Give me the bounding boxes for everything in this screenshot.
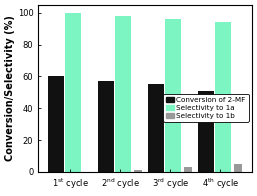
Bar xyxy=(198,91,214,172)
Bar xyxy=(183,167,192,172)
Y-axis label: Conversion/Selectivity (%): Conversion/Selectivity (%) xyxy=(5,15,15,161)
Bar xyxy=(98,81,114,172)
Legend: Conversion of 2-MF, Selectivity to 1a, Selectivity to 1b: Conversion of 2-MF, Selectivity to 1a, S… xyxy=(163,94,249,122)
Bar xyxy=(234,164,242,172)
Bar xyxy=(48,76,64,172)
Bar xyxy=(165,19,181,172)
Bar xyxy=(65,13,81,172)
Bar xyxy=(115,16,131,172)
Bar xyxy=(215,22,231,172)
Bar xyxy=(134,170,142,172)
Bar xyxy=(148,84,164,172)
